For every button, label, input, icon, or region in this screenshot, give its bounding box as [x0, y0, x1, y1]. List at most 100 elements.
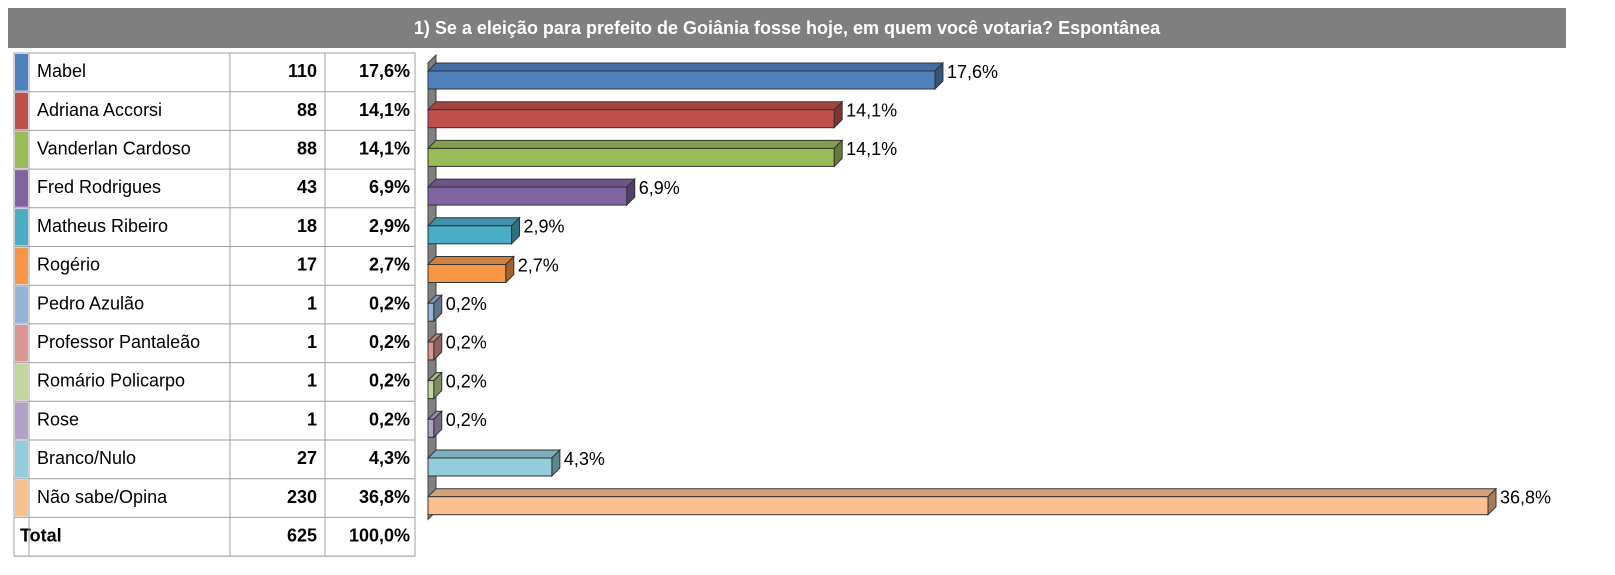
- candidate-name: Vanderlan Cardoso: [37, 139, 191, 159]
- count-cell: 18: [297, 216, 317, 236]
- percent-cell: 0,2%: [369, 409, 410, 429]
- bar: [426, 100, 844, 129]
- color-swatch: [15, 363, 28, 401]
- color-swatch: [15, 324, 28, 362]
- color-swatch: [15, 208, 28, 246]
- bar-label: 2,7%: [518, 255, 559, 275]
- bar-label: 17,6%: [947, 62, 998, 82]
- color-swatch: [15, 286, 28, 323]
- bar-label: 36,8%: [1500, 487, 1551, 507]
- color-swatch: [15, 54, 28, 91]
- bar: [426, 139, 844, 168]
- bar-front: [427, 225, 513, 245]
- bar-front: [427, 457, 553, 477]
- candidate-name: Rogério: [37, 255, 100, 275]
- percent-cell: 17,6%: [359, 61, 410, 81]
- count-cell: 17: [297, 255, 317, 275]
- candidate-name: Rose: [37, 409, 79, 429]
- count-cell: 110: [288, 61, 317, 81]
- bar-label: 2,9%: [524, 217, 565, 237]
- percent-cell: 6,9%: [369, 177, 410, 197]
- percent-cell: 14,1%: [359, 139, 410, 159]
- bar: [426, 255, 515, 284]
- bar-top: [426, 101, 844, 111]
- percent-cell: 0,2%: [369, 371, 410, 391]
- bar-label: 14,1%: [846, 100, 897, 120]
- bar: [426, 61, 945, 91]
- color-swatch: [15, 131, 28, 169]
- candidate-name: Adriana Accorsi: [37, 100, 162, 120]
- bar-top: [426, 178, 636, 188]
- bar-label: 0,2%: [446, 410, 487, 430]
- count-cell: 88: [297, 139, 317, 159]
- bar-top: [426, 256, 515, 265]
- bar-front: [427, 496, 1489, 516]
- candidate-name: Não sabe/Opina: [37, 487, 168, 507]
- percent-cell: 14,1%: [359, 100, 410, 120]
- candidate-name: Professor Pantaleão: [37, 332, 200, 352]
- total-count: 625: [287, 526, 317, 546]
- bar: [426, 177, 636, 207]
- title-bar: [8, 8, 1566, 48]
- bar-front: [427, 109, 835, 129]
- total-percent: 100,0%: [349, 526, 410, 546]
- count-cell: 88: [297, 100, 317, 120]
- percent-cell: 4,3%: [369, 448, 410, 468]
- bar-front: [427, 380, 435, 400]
- count-cell: 1: [307, 332, 317, 352]
- candidate-name: Romário Policarpo: [37, 371, 185, 391]
- percent-cell: 0,2%: [369, 332, 410, 352]
- count-cell: 230: [287, 487, 317, 507]
- bar-front: [427, 264, 507, 283]
- color-swatch: [15, 170, 28, 207]
- bar: [426, 448, 562, 478]
- bar-front: [427, 186, 628, 206]
- bar-front: [427, 70, 936, 90]
- candidate-name: Pedro Azulão: [37, 293, 144, 313]
- bar-top: [426, 139, 844, 149]
- bar-top: [426, 62, 945, 72]
- color-swatch: [15, 479, 28, 517]
- bar-label: 14,1%: [846, 139, 897, 159]
- bar: [426, 371, 443, 400]
- count-cell: 1: [307, 371, 317, 391]
- percent-cell: 36,8%: [359, 487, 410, 507]
- count-cell: 43: [297, 177, 317, 197]
- bar-front: [427, 418, 435, 438]
- percent-cell: 2,9%: [369, 216, 410, 236]
- color-swatch: [15, 441, 28, 478]
- bar-top: [426, 488, 1498, 498]
- total-label: Total: [20, 526, 62, 546]
- chart-title: 1) Se a eleição para prefeito de Goiânia…: [414, 18, 1161, 38]
- bar-label: 0,2%: [446, 333, 487, 353]
- color-swatch: [15, 402, 28, 439]
- candidate-name: Branco/Nulo: [37, 448, 136, 468]
- candidate-name: Fred Rodrigues: [37, 177, 161, 197]
- bar: [426, 410, 443, 439]
- bar-top: [426, 217, 521, 227]
- bar-top: [426, 449, 562, 459]
- bar: [426, 293, 443, 323]
- bar-label: 4,3%: [564, 449, 605, 469]
- bar-label: 0,2%: [446, 294, 487, 314]
- percent-cell: 0,2%: [369, 293, 410, 313]
- candidate-name: Mabel: [37, 61, 86, 81]
- bar-label: 0,2%: [446, 371, 487, 391]
- color-swatch: [15, 247, 28, 285]
- count-cell: 1: [307, 409, 317, 429]
- bar: [426, 216, 521, 246]
- color-swatch: [15, 92, 28, 130]
- count-cell: 1: [307, 293, 317, 313]
- bar-front: [427, 147, 835, 167]
- table-frame: [13, 52, 416, 557]
- count-cell: 27: [297, 448, 317, 468]
- bar-front: [427, 302, 435, 322]
- bar: [426, 332, 443, 362]
- percent-cell: 2,7%: [369, 255, 410, 275]
- bar-front: [427, 341, 435, 361]
- bar-label: 6,9%: [639, 178, 680, 198]
- bar: [426, 487, 1498, 516]
- candidate-name: Matheus Ribeiro: [37, 216, 168, 236]
